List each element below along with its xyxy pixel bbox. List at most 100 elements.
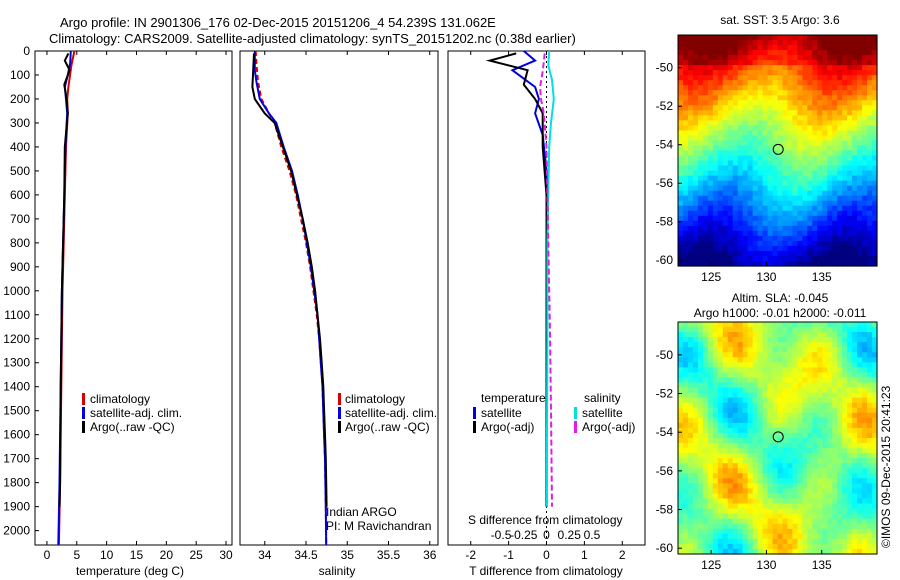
sst-cell (737, 250, 744, 257)
sst-cell (867, 255, 873, 262)
sst-cell (852, 65, 858, 71)
sst-cell (822, 80, 828, 86)
sla-cell (757, 513, 764, 520)
sla-cell (857, 367, 863, 374)
sla-cell (777, 463, 784, 469)
sst-cell (827, 190, 833, 197)
sst-cell (807, 205, 813, 212)
sst-cell (787, 65, 794, 71)
sla-cell (767, 543, 774, 550)
sla-cell (872, 498, 878, 505)
sst-cell (842, 225, 848, 232)
legend-swatch-satellite (338, 407, 341, 419)
sla-cell (762, 478, 769, 484)
sla-cell (682, 478, 689, 484)
sst-cell (767, 160, 774, 167)
sst-cell (852, 140, 858, 147)
sla-cell (857, 332, 863, 338)
sla-cell (872, 342, 878, 348)
sla-cell (842, 427, 848, 434)
sst-cell (832, 60, 838, 66)
sst-cell (762, 165, 769, 172)
sst-cell (812, 245, 818, 252)
sst-cell (682, 215, 689, 222)
sla-cell (787, 342, 794, 348)
sla-cell (842, 377, 848, 384)
sla-cell (712, 377, 719, 384)
sst-cell (822, 140, 828, 147)
sla-cell (857, 523, 863, 530)
sst-cell (787, 105, 794, 111)
sla-cell (857, 407, 863, 414)
sla-cell (827, 362, 833, 368)
sst-cell (732, 190, 739, 197)
sla-cell (817, 453, 823, 459)
sst-cell (732, 120, 739, 126)
sst-cell (817, 155, 823, 162)
sla-cell (777, 377, 784, 384)
sst-cell (732, 260, 739, 267)
sst-cell (787, 110, 794, 116)
sst-cell (792, 190, 798, 197)
sst-cell (722, 150, 729, 157)
sst-cell (682, 230, 689, 237)
sst-cell (712, 205, 719, 212)
sla-cell (852, 533, 858, 540)
sla-cell (817, 438, 823, 444)
sst-cell (742, 210, 749, 217)
sla-cell (722, 352, 729, 358)
sla-cell (722, 453, 729, 459)
sla-cell (762, 538, 769, 545)
sst-cell (682, 125, 689, 132)
sla-cell (832, 347, 838, 353)
sst-cell (702, 120, 709, 126)
sst-cell (717, 105, 724, 111)
sst-cell (872, 120, 878, 126)
sla-cell (752, 523, 759, 530)
sst-cell (747, 125, 754, 132)
sla-cell (727, 357, 734, 363)
sla-cell (817, 362, 823, 368)
sla-cell (737, 533, 744, 540)
sst-cell (727, 230, 734, 237)
sst-cell (762, 40, 769, 46)
sst-cell (702, 210, 709, 217)
sst-cell (857, 175, 863, 182)
sla-cell (812, 538, 818, 545)
sla-cell (782, 377, 789, 384)
sla-cell (817, 327, 823, 333)
sla-cell (732, 372, 739, 379)
sla-cell (767, 508, 774, 515)
sla-cell (732, 352, 739, 358)
sla-cell (832, 377, 838, 384)
sla-cell (687, 382, 694, 389)
legend-swatch-argo (82, 421, 85, 433)
sst-cell (862, 130, 868, 137)
sla-cell (797, 392, 803, 399)
sst-cell (787, 250, 794, 257)
sla-cell (737, 503, 744, 510)
sla-cell (787, 417, 794, 424)
sst-cell (697, 85, 704, 91)
sla-cell (682, 422, 689, 429)
sla-cell (827, 422, 833, 429)
sst-cell (842, 235, 848, 242)
sst-cell (737, 70, 744, 76)
sst-cell (747, 60, 754, 66)
sst-cell (837, 80, 843, 86)
sst-cell (827, 165, 833, 172)
sst-cell (697, 225, 704, 232)
sst-cell (717, 135, 724, 142)
sla-cell (752, 543, 759, 550)
latitude-tick-label: -50 (656, 61, 674, 75)
sst-cell (872, 225, 878, 232)
sla-cell (702, 397, 709, 404)
sla-cell (842, 448, 848, 454)
sst-cell (862, 170, 868, 177)
sla-cell (732, 387, 739, 394)
sla-cell (737, 493, 744, 500)
sla-cell (872, 417, 878, 424)
sst-cell (792, 240, 798, 247)
sst-cell (792, 250, 798, 257)
sla-cell (852, 362, 858, 368)
